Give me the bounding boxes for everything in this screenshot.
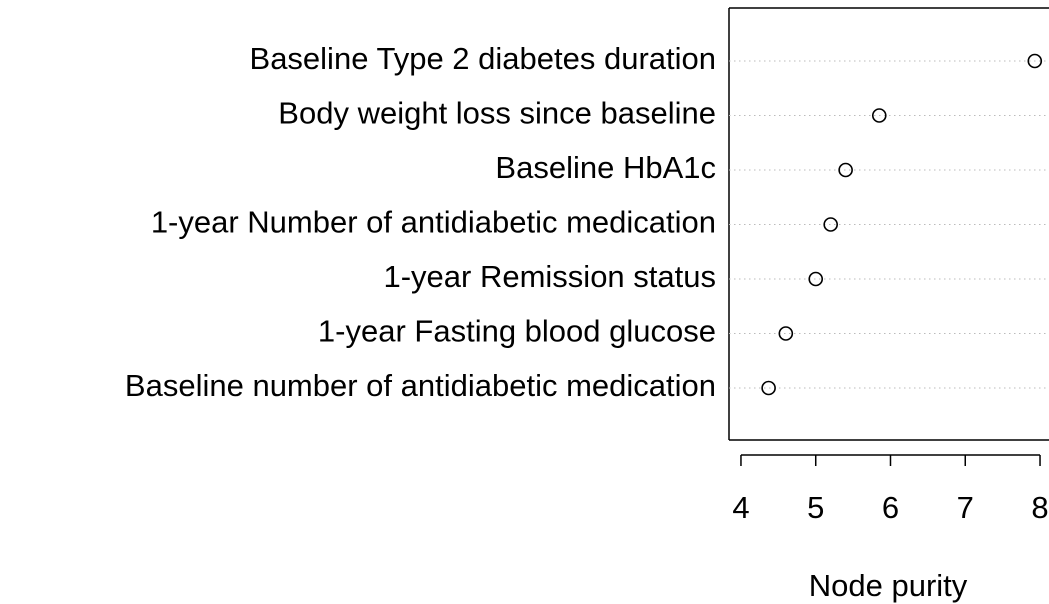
x-axis-label: Node purity — [809, 568, 968, 603]
dot — [823, 217, 838, 232]
y-tick-label: 1-year Remission status — [383, 259, 716, 294]
dot — [871, 108, 887, 123]
dot — [838, 162, 853, 178]
dot — [778, 326, 794, 341]
y-tick-label: Baseline Type 2 diabetes duration — [250, 41, 716, 76]
x-tick-label: 5 — [807, 490, 824, 525]
dot — [808, 271, 824, 287]
y-tick-label: 1-year Fasting blood glucose — [318, 314, 716, 349]
x-tick-label: 6 — [882, 490, 899, 525]
x-tick-label: 4 — [732, 490, 749, 525]
y-tick-label: 1-year Number of antidiabetic medication — [151, 205, 716, 240]
y-tick-label: Baseline number of antidiabetic medicati… — [125, 368, 716, 403]
dot — [1027, 53, 1043, 69]
x-tick-label: 7 — [957, 490, 974, 525]
x-tick-label: 8 — [1031, 490, 1048, 525]
y-tick-label: Baseline HbA1c — [495, 150, 716, 185]
y-tick-label: Body weight loss since baseline — [278, 96, 716, 131]
dot — [761, 380, 776, 396]
